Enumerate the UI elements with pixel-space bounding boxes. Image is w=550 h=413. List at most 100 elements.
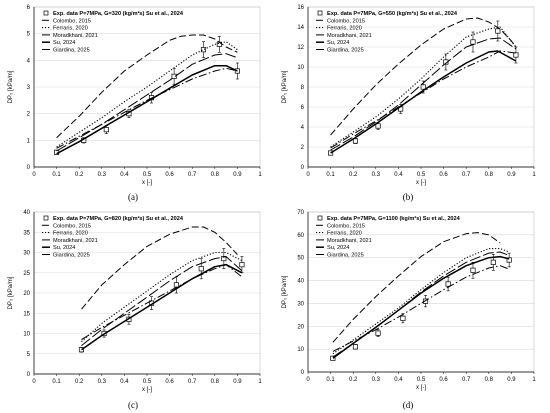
y-tick-label: 25 [23,271,30,277]
x-tick-label: 0 [306,377,310,383]
series-line-dashdot [56,67,238,149]
x-tick-label: 0 [32,379,36,385]
y-axis-label: DP₀ [kPa/m] [282,70,288,103]
data-point [198,266,204,272]
legend-label: Giardina, 2025 [327,253,364,259]
y-tick-label: 16 [297,5,304,11]
series-line-longdash [56,53,238,152]
y-tick-label: 10 [297,347,304,353]
data-point [330,355,336,361]
x-tick-label: 0.2 [75,379,84,385]
x-tick-label: 0.8 [485,172,494,178]
x-tick-label: 0.6 [165,379,174,385]
x-tick-label: 0.5 [143,379,152,385]
x-tick-label: 0.3 [372,377,381,383]
series-line-solid [332,255,510,359]
legend-label: Moradkhani, 2021 [327,238,372,244]
legend-marker [43,10,49,16]
data-point [221,256,227,262]
y-tick-label: 3 [27,85,31,91]
legend-label: Giardina, 2025 [53,48,90,54]
data-point [78,347,85,353]
series-line-longdash [81,256,243,346]
data-point [445,281,451,287]
x-tick-label: 0.9 [233,172,242,178]
y-tick-label: 4 [27,58,31,64]
legend-marker [317,215,323,221]
y-tick-label: 0 [301,370,305,376]
data-point [375,330,381,336]
data-point [352,138,359,144]
legend-label: Su, 2024 [327,40,349,46]
x-tick-label: 0.9 [507,377,516,383]
x-tick-label: 0.4 [120,379,129,385]
x-axis-label: x [-] [416,180,426,186]
y-tick-label: 4 [301,125,305,131]
x-tick-label: 0.5 [143,172,152,178]
series-line-dot [330,26,517,148]
series-line-dot [56,41,238,148]
legend-label: Ferraris, 2020 [327,231,362,237]
legend-label: Ferraris, 2020 [53,231,88,237]
x-tick-label: 0.5 [417,377,426,383]
y-tick-label: 40 [23,210,30,216]
panel-label: (b) [403,192,414,202]
data-point [171,73,177,79]
legend-label: Colombo, 2015 [53,223,91,229]
panel-label: (d) [403,400,414,410]
y-tick-label: 5 [27,32,31,38]
legend-label: Giardina, 2025 [53,253,90,259]
x-tick-label: 0.1 [52,172,61,178]
data-point [506,257,512,263]
legend-marker [43,215,49,221]
data-point [400,315,406,321]
x-tick-label: 0.3 [98,172,107,178]
series-line-dashdot [81,264,243,341]
y-tick-label: 2 [27,112,31,118]
data-point [495,28,501,34]
series-line-solid [81,263,243,351]
y-tick-label: 5 [27,352,31,358]
series-line-solid [56,64,238,155]
y-tick-label: 10 [23,332,30,338]
x-tick-label: 0.6 [439,377,448,383]
data-point [513,52,519,58]
legend-label: Ferraris, 2020 [53,26,88,32]
y-tick-label: 35 [23,230,30,236]
series-line-longdash [330,37,517,151]
x-tick-label: 0.8 [211,379,220,385]
x-tick-label: 0.4 [394,377,403,383]
legend-label: Exp. data P=7MPa, G=1100 (kg/m²s) Su et … [327,215,461,222]
x-axis-label: x [-] [142,180,152,186]
y-tick-label: 6 [27,5,31,11]
legend-label: Su, 2024 [327,245,349,251]
series-line-dash [332,232,501,343]
legend-label: Su, 2024 [53,245,75,251]
data-point [103,127,109,133]
x-tick-label: 1 [532,172,536,178]
x-tick-label: 0.4 [394,172,403,178]
y-tick-label: 20 [23,291,30,297]
y-tick-label: 10 [297,65,304,71]
legend-label: Colombo, 2015 [327,18,365,24]
x-tick-label: 0.2 [349,377,358,383]
chart-panel-3: 0 5 10 15 20 25 30 35 40 0 0.1 0.2 0.3 0.4 0.5 0.6 0.7 0.… [8,210,262,410]
legend-label: Moradkhani, 2021 [53,33,98,39]
y-tick-label: 60 [297,233,304,239]
x-tick-label: 0.3 [98,379,107,385]
x-tick-label: 1 [258,379,262,385]
x-tick-label: 0.4 [120,172,129,178]
x-tick-label: 0.7 [462,377,471,383]
x-tick-label: 1 [258,172,262,178]
data-point [173,282,179,288]
x-tick-label: 0.8 [211,172,220,178]
x-axis-label: x [-] [416,385,426,391]
y-tick-label: 15 [23,311,30,317]
data-point [375,123,381,129]
x-tick-label: 1 [532,377,536,383]
y-tick-label: 0 [27,165,31,171]
legend-marker [317,10,323,16]
y-tick-label: 30 [23,251,30,257]
y-tick-label: 2 [301,145,305,151]
